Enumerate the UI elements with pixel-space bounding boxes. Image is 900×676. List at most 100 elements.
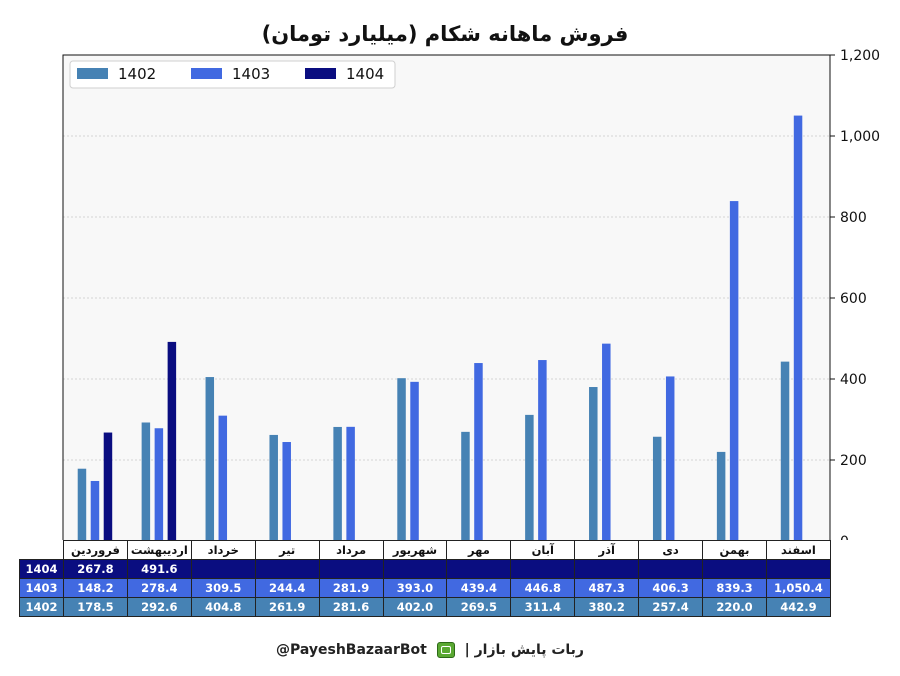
table-header-row: فروردین اردیبهشت خرداد تیر مرداد شهریور مهر آبا… xyxy=(19,540,831,560)
bar-1403 xyxy=(602,343,611,540)
month-header: اسفند xyxy=(765,540,831,560)
table-cell xyxy=(254,559,320,579)
y-tick-label: 1,000 xyxy=(840,129,880,145)
month-header: آذر xyxy=(574,540,640,560)
month-header: مهر xyxy=(446,540,512,560)
row-label: 1403 xyxy=(19,578,64,598)
legend-box xyxy=(69,60,396,89)
robot-icon xyxy=(436,642,455,658)
bar-1402 xyxy=(780,361,790,540)
table-cell: 281.9 xyxy=(318,578,384,598)
bar-chart: 0 200 400 600 800 1,000 1,200 1402 1403 1404 xyxy=(62,48,880,540)
bar-1402 xyxy=(461,431,470,540)
month-header: خرداد xyxy=(190,540,256,560)
bar-1403 xyxy=(729,201,739,540)
bar-1402 xyxy=(333,426,342,540)
table-cell xyxy=(446,559,512,579)
table-cell: 244.4 xyxy=(254,578,320,598)
table-cell: 292.6 xyxy=(126,597,192,617)
bar-1402 xyxy=(589,387,598,540)
table-cell: 406.3 xyxy=(638,578,704,598)
table-cell xyxy=(382,559,448,579)
table-cell xyxy=(574,559,640,579)
table-cell: 261.9 xyxy=(254,597,320,617)
bar-1403 xyxy=(282,442,291,540)
bar-1403 xyxy=(346,426,355,540)
y-tick-label: 400 xyxy=(840,372,867,388)
legend-label-1404: 1404 xyxy=(346,65,384,83)
table-cell: 380.2 xyxy=(574,597,640,617)
bar-1403 xyxy=(474,363,483,540)
table-cell xyxy=(765,559,831,579)
data-table: فروردین اردیبهشت خرداد تیر مرداد شهریور مهر آبا… xyxy=(19,540,831,617)
y-tick-label: 600 xyxy=(840,291,867,307)
month-header: دی xyxy=(638,540,704,560)
bar-1402 xyxy=(716,451,726,540)
legend-swatch-1403 xyxy=(191,68,222,79)
bar-1404 xyxy=(167,341,177,540)
table-cell: 309.5 xyxy=(190,578,256,598)
bar-1402 xyxy=(525,414,534,540)
bar-1402 xyxy=(269,434,278,540)
table-cell: 1,050.4 xyxy=(765,578,831,598)
table-row: 1402 178.5 292.6 404.8 261.9 281.6 402.0 269.5 3… xyxy=(19,597,831,617)
bar-1403 xyxy=(793,115,803,540)
bar-1403 xyxy=(218,415,228,540)
table-cell: 402.0 xyxy=(382,597,448,617)
month-header: اردیبهشت xyxy=(126,540,192,560)
bar-1403 xyxy=(90,480,100,540)
bar-1402 xyxy=(141,422,151,540)
y-tick-label: 200 xyxy=(840,453,867,469)
bar-1402 xyxy=(652,436,662,540)
table-cell xyxy=(510,559,576,579)
bar-1403 xyxy=(665,376,675,540)
bar-1403 xyxy=(538,360,547,540)
bar-1403 xyxy=(154,428,164,540)
y-tick-label: 1,200 xyxy=(840,48,880,64)
footer: @PayeshBazaarBot | ربات پایش بازار xyxy=(0,642,860,658)
table-cell xyxy=(190,559,256,579)
table-row: 1403 148.2 278.4 309.5 244.4 281.9 393.0 439.4 4… xyxy=(19,578,831,598)
table-cell: 267.8 xyxy=(63,559,128,579)
table-cell xyxy=(318,559,384,579)
table-corner xyxy=(19,540,64,560)
table-cell: 442.9 xyxy=(765,597,831,617)
table-cell: 311.4 xyxy=(510,597,576,617)
table-cell: 439.4 xyxy=(446,578,512,598)
table-cell: 148.2 xyxy=(63,578,128,598)
chart-title: فروش ماهانه شکام (میلیارد تومان) xyxy=(261,22,629,46)
table-cell: 393.0 xyxy=(382,578,448,598)
month-header: تیر xyxy=(254,540,320,560)
table-cell xyxy=(638,559,704,579)
row-label: 1402 xyxy=(19,597,64,617)
table-cell: 839.3 xyxy=(702,578,767,598)
footer-separator: | xyxy=(464,642,470,658)
table-cell: 257.4 xyxy=(638,597,704,617)
table-cell: 446.8 xyxy=(510,578,576,598)
bot-handle[interactable]: @PayeshBazaarBot xyxy=(275,642,427,658)
table-cell: 178.5 xyxy=(63,597,128,617)
table-cell: 220.0 xyxy=(702,597,767,617)
legend-label-1402: 1402 xyxy=(118,65,156,83)
table-cell: 404.8 xyxy=(190,597,256,617)
table-cell: 278.4 xyxy=(126,578,192,598)
y-tick-label: 800 xyxy=(840,210,867,226)
y-tick-label: 0 xyxy=(840,534,849,540)
bar-1402 xyxy=(77,468,87,540)
month-header: شهریور xyxy=(382,540,448,560)
table-cell xyxy=(702,559,767,579)
month-header: آبان xyxy=(510,540,576,560)
legend-swatch-1402 xyxy=(77,68,108,79)
bar-1402 xyxy=(205,377,215,540)
month-header: مرداد xyxy=(318,540,384,560)
legend-label-1403: 1403 xyxy=(232,65,270,83)
bar-1403 xyxy=(410,381,419,540)
month-header: بهمن xyxy=(702,540,767,560)
bar-1402 xyxy=(397,378,406,540)
row-label: 1404 xyxy=(19,559,64,579)
table-cell: 269.5 xyxy=(446,597,512,617)
table-cell: 487.3 xyxy=(574,578,640,598)
table-cell: 491.6 xyxy=(126,559,192,579)
plot-frame xyxy=(62,54,831,540)
bar-1404 xyxy=(103,432,113,540)
